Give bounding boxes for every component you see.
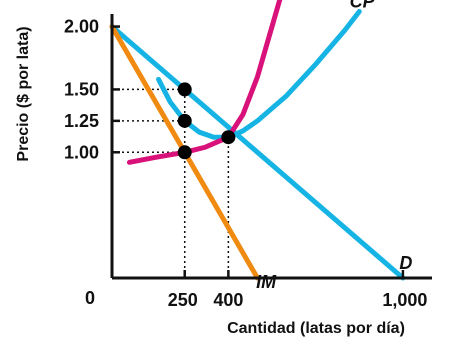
y-tick-label-2-00: 2.00 <box>64 17 99 37</box>
point-2 <box>177 113 192 128</box>
y-axis-title: Precio ($ por lata) <box>15 26 32 161</box>
guides-layer <box>112 88 230 278</box>
x-tick-label-400: 400 <box>213 290 243 310</box>
y-tick-label-1-50: 1.50 <box>64 79 99 99</box>
series-cm <box>126 0 283 165</box>
tick-labels-layer: 250 400 1,000 2.00 1.50 1.25 1.00 <box>64 17 427 310</box>
tick-marks-layer <box>112 25 405 278</box>
curve-label-cp: CP <box>350 0 376 12</box>
axes-layer: 250 400 1,000 2.00 1.50 1.25 1.00 0 <box>64 14 432 310</box>
point-1 <box>177 82 192 97</box>
origin-label: 0 <box>85 288 95 308</box>
series-layer <box>109 0 406 281</box>
x-tick-label-250: 250 <box>168 290 198 310</box>
points-layer <box>177 82 236 160</box>
series-d <box>109 24 406 281</box>
curve-label-im: IM <box>256 272 277 292</box>
curve-label-d: D <box>399 253 412 273</box>
point-3 <box>177 145 192 160</box>
x-axis-title: Cantidad (latas por día) <box>227 320 405 337</box>
x-tick-label-1-000: 1,000 <box>382 290 427 310</box>
point-4 <box>221 130 236 145</box>
y-tick-label-1-25: 1.25 <box>64 111 99 131</box>
y-tick-label-1-00: 1.00 <box>64 142 99 162</box>
curve-labels-layer: CMCPDIM <box>256 0 412 292</box>
